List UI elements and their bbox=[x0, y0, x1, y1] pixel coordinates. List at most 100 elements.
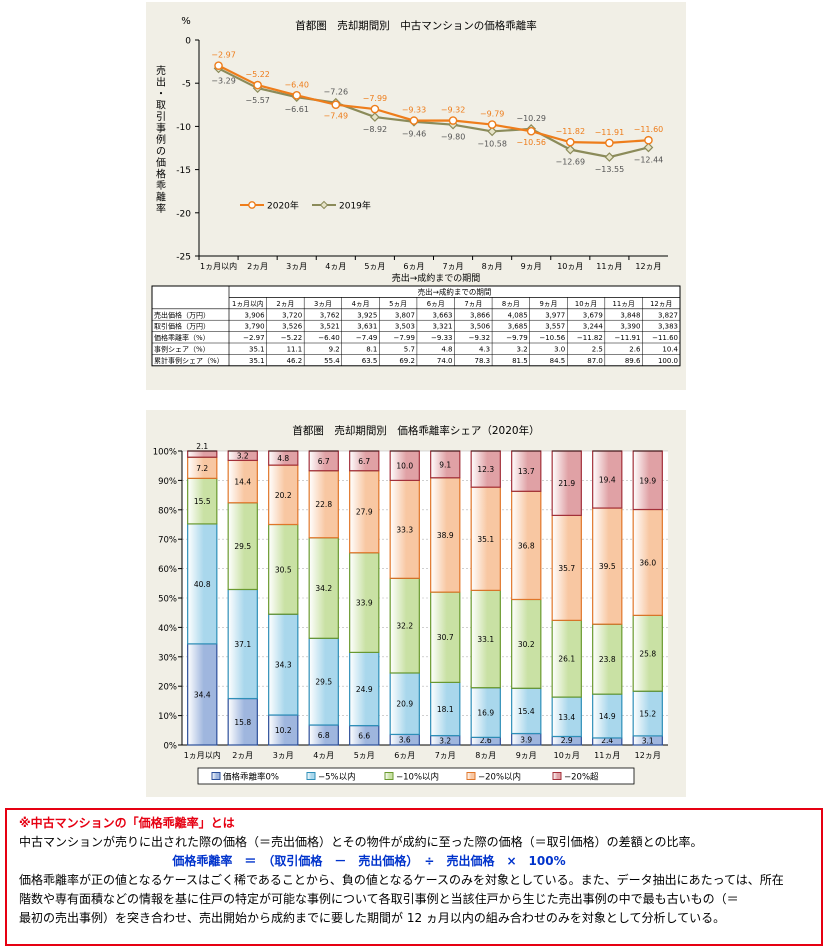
bar-data-label: 24.9 bbox=[356, 685, 373, 694]
table-cell: 69.2 bbox=[399, 357, 415, 365]
bar-data-label: 18.1 bbox=[437, 705, 454, 714]
table-cell: 100.0 bbox=[658, 357, 678, 365]
table-cell: 35.1 bbox=[249, 346, 265, 354]
data-label-2019: −9.80 bbox=[441, 133, 466, 142]
x-tick-label: 1ヵ月以内 bbox=[200, 261, 237, 271]
table-column-header: 9ヵ月 bbox=[539, 300, 557, 308]
bar-segment bbox=[187, 450, 218, 458]
x-tick-label: 7ヵ月 bbox=[442, 262, 463, 271]
bar-segment bbox=[632, 450, 663, 511]
point-2019 bbox=[370, 112, 380, 122]
bar-segment bbox=[187, 523, 218, 645]
table-column-header: 7ヵ月 bbox=[464, 300, 482, 308]
table-cell: 3,977 bbox=[545, 311, 565, 319]
bar-data-label: 3.6 bbox=[399, 736, 411, 745]
bar-data-label: 20.9 bbox=[396, 700, 413, 709]
bar-segment bbox=[187, 477, 218, 525]
table-cell: −10.56 bbox=[539, 334, 565, 342]
x-tick-label: 5ヵ月 bbox=[354, 751, 375, 760]
table-column-header: 2ヵ月 bbox=[276, 300, 294, 308]
bar-data-label: 3.2 bbox=[237, 452, 249, 461]
x-tick-label: 2ヵ月 bbox=[247, 262, 268, 271]
table-cell: 63.5 bbox=[362, 357, 378, 365]
table-cell: 3,679 bbox=[583, 311, 603, 319]
y-tick-label: 60% bbox=[158, 565, 177, 575]
bar-segment bbox=[592, 450, 623, 509]
legend-swatch bbox=[384, 772, 394, 780]
data-label-2019: −3.29 bbox=[211, 76, 236, 85]
bar-data-label: 15.5 bbox=[194, 497, 211, 506]
data-label-2019: −12.69 bbox=[555, 158, 585, 167]
table-cell: 2.6 bbox=[629, 346, 641, 354]
legend-marker-2019 bbox=[319, 200, 329, 210]
bar-data-label: 39.5 bbox=[599, 562, 616, 571]
bar-data-label: 33.9 bbox=[356, 599, 373, 608]
bar-segment bbox=[551, 696, 582, 738]
bar-data-label: 29.5 bbox=[315, 678, 332, 687]
data-label-2020: −7.99 bbox=[363, 94, 388, 103]
data-label-2020: −9.79 bbox=[480, 110, 505, 119]
table-cell: 3,827 bbox=[658, 311, 678, 319]
table-cell: 3,557 bbox=[545, 323, 565, 331]
point-2019 bbox=[487, 126, 497, 137]
table-cell: 4,085 bbox=[508, 311, 528, 319]
bar-segment bbox=[430, 681, 461, 737]
table-column-header: 6ヵ月 bbox=[427, 300, 445, 308]
legend-label: −20%以内 bbox=[478, 772, 521, 783]
bar-segment bbox=[551, 450, 582, 516]
x-tick-label: 11ヵ月 bbox=[596, 262, 622, 271]
bar-data-label: 33.3 bbox=[396, 525, 413, 534]
bar-data-label: 26.1 bbox=[558, 655, 575, 664]
legend-swatch bbox=[552, 772, 562, 780]
table-cell: 4.3 bbox=[479, 346, 490, 354]
x-tick-label: 4ヵ月 bbox=[325, 262, 346, 271]
y-tick-label: -10 bbox=[176, 123, 191, 133]
y-tick-label: 50% bbox=[158, 595, 177, 605]
table-cell: 3,631 bbox=[357, 323, 377, 331]
point-2020 bbox=[370, 104, 380, 114]
bar-data-label: 35.1 bbox=[477, 535, 494, 544]
bar-data-label: 27.9 bbox=[356, 508, 373, 517]
bar-data-label: 2.9 bbox=[561, 736, 573, 745]
bar-segment bbox=[227, 502, 258, 591]
bar-data-label: 9.1 bbox=[439, 460, 451, 469]
point-2020 bbox=[605, 138, 614, 148]
table-cell: 3,526 bbox=[282, 323, 303, 331]
data-label-2020: −2.97 bbox=[211, 51, 236, 60]
bar-segment bbox=[511, 490, 542, 601]
line-chart-panel: 首都圏 売却期間別 中古マンションの価格乖離率% 売出・取引事例の価格乖離率 0 -5… bbox=[146, 2, 686, 390]
table-cell: 3,720 bbox=[282, 311, 302, 319]
line-chart: 首都圏 売却期間別 中古マンションの価格乖離率% 売出・取引事例の価格乖離率 0 -5… bbox=[151, 16, 681, 367]
x-tick-label: 8ヵ月 bbox=[482, 262, 503, 271]
line-chart-title: 首都圏 売却期間別 中古マンションの価格乖離率 bbox=[295, 19, 537, 32]
table-cell: 3,244 bbox=[583, 323, 604, 331]
point-2020 bbox=[487, 120, 497, 129]
x-tick-label: 3ヵ月 bbox=[273, 751, 294, 760]
bar-data-label: 33.1 bbox=[477, 635, 494, 644]
line-chart-xlabel: 売出→成約までの期間 bbox=[392, 272, 481, 284]
x-tick-label: 1ヵ月以内 bbox=[184, 750, 221, 760]
bar-data-label: 14.4 bbox=[234, 478, 251, 487]
x-tick-label: 10ヵ月 bbox=[554, 751, 580, 760]
point-2020 bbox=[331, 100, 341, 110]
y-tick-label: 30% bbox=[158, 653, 177, 663]
bar-data-label: 21.9 bbox=[558, 479, 575, 488]
legend-swatch bbox=[211, 772, 221, 780]
point-2020 bbox=[526, 126, 536, 136]
table-cell: 3,521 bbox=[320, 323, 340, 331]
note-line-2: 価格乖離率が正の値となるケースはごく稀であることから、負の値となるケースのみを対… bbox=[19, 873, 784, 887]
table-column-header: 12ヵ月 bbox=[650, 300, 672, 308]
bar-segment bbox=[227, 697, 258, 746]
data-label-2020: −5.22 bbox=[245, 70, 270, 79]
data-label-2019: −9.46 bbox=[402, 130, 427, 139]
bar-data-label: 32.2 bbox=[396, 622, 413, 631]
bar-data-label: 7.2 bbox=[196, 464, 208, 473]
bar-segment bbox=[592, 507, 623, 625]
bar-segment bbox=[470, 687, 501, 738]
legend-swatch bbox=[306, 772, 316, 780]
legend-marker-2020 bbox=[248, 201, 256, 209]
table-cell: 3,866 bbox=[470, 311, 491, 319]
table-cell: 4.8 bbox=[441, 346, 452, 354]
legend-label-2019: 2019年 bbox=[339, 200, 371, 212]
data-table bbox=[151, 285, 681, 367]
